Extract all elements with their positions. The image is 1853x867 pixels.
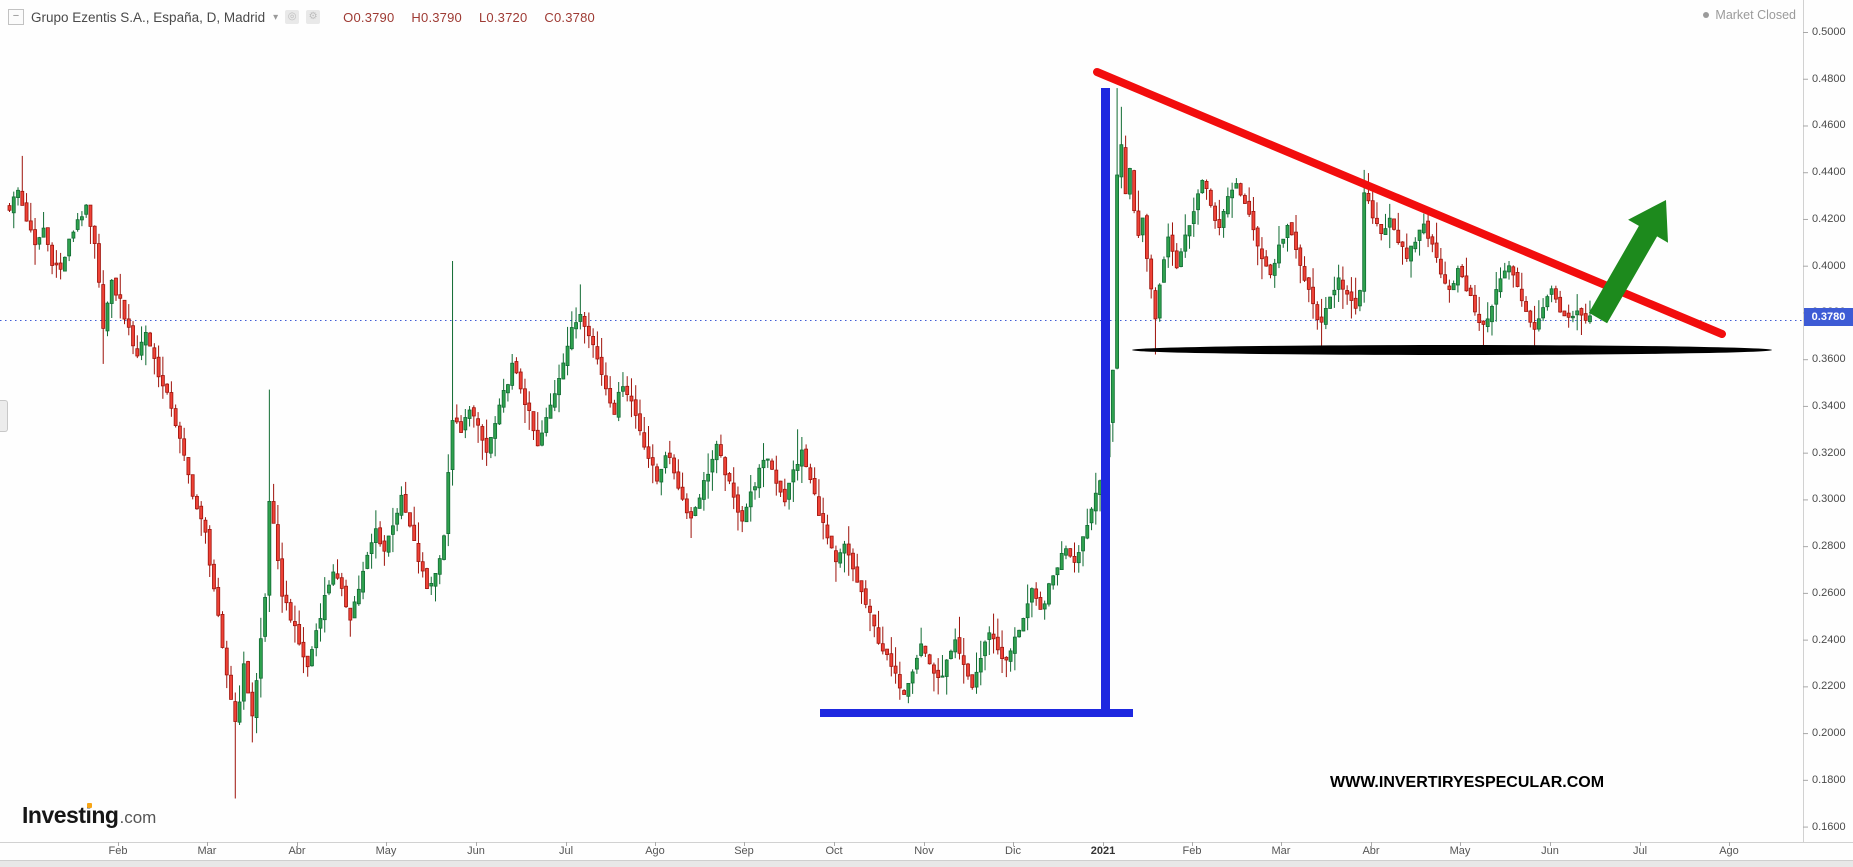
time-axis-label: Ago: [645, 845, 665, 857]
hollow-circle-icon[interactable]: ◎: [285, 10, 300, 24]
time-axis[interactable]: Feb Mar Abr May Jun Jul Ago Sep Oct Nov Dic 2021 Feb…: [0, 842, 1853, 860]
base-ellipse-annotation[interactable]: [1132, 345, 1772, 355]
price-axis-label: 0.3200: [1812, 446, 1846, 459]
watermark-text: WWW.INVERTIRYESPECULAR.COM: [1330, 774, 1605, 791]
price-axis-label: 0.1600: [1812, 820, 1846, 833]
price-axis-label: 0.2000: [1812, 727, 1846, 740]
candles-series: [7, 88, 1592, 799]
ohlc-values: O0.3790 H0.3790 L0.3720 C0.3780: [343, 10, 595, 25]
price-axis-label: 0.3600: [1812, 353, 1846, 366]
time-axis-label: Ago: [1719, 845, 1739, 857]
time-axis-label: May: [375, 845, 397, 857]
price-axis-label: 0.4200: [1812, 212, 1846, 225]
price-axis-label: 0.1800: [1812, 773, 1846, 786]
up-arrow-annotation[interactable]: [1588, 200, 1668, 324]
price-axis-label: 0.4600: [1812, 119, 1846, 132]
status-dot-icon: [1703, 12, 1710, 18]
high-value: H0.3790: [411, 9, 462, 25]
time-axis-label: Nov: [914, 845, 934, 857]
price-axis-label: 0.4800: [1812, 72, 1846, 85]
price-axis[interactable]: 0.50000.48000.46000.44000.42000.40000.38…: [1803, 0, 1853, 842]
time-axis-label: Oct: [825, 845, 843, 857]
time-axis-label: Abr: [1362, 845, 1380, 857]
collapse-legend-button[interactable]: −: [8, 9, 24, 25]
price-axis-label: 0.5000: [1812, 26, 1846, 38]
time-axis-label: Jun: [1541, 845, 1559, 857]
trendline-annotation[interactable]: [1093, 68, 1726, 338]
logo-main-text: Investing: [22, 802, 119, 828]
time-axis-label: Sep: [734, 845, 754, 857]
drawing-panel-handle[interactable]: [0, 400, 8, 432]
price-axis-label: 0.2800: [1812, 540, 1846, 553]
time-axis-label: Jul: [1632, 845, 1648, 857]
market-status-text: Market Closed: [1715, 8, 1796, 22]
logo-accent-dot: [87, 803, 92, 808]
last-price-label: 0.3780: [1804, 308, 1853, 326]
close-value: C0.3780: [544, 9, 595, 25]
support-l-annotation[interactable]: [820, 88, 1133, 717]
low-value: L0.3720: [478, 9, 528, 25]
time-axis-label: Abr: [288, 845, 306, 857]
market-status: Market Closed: [1703, 8, 1796, 22]
price-axis-label: 0.4400: [1812, 166, 1846, 179]
price-axis-label: 0.3000: [1812, 493, 1846, 506]
time-axis-label: Mar: [197, 845, 217, 857]
time-axis-label: Dic: [1005, 845, 1021, 857]
time-axis-label: Feb: [1182, 845, 1202, 857]
open-value: O0.3790: [343, 9, 395, 25]
time-axis-label: Feb: [108, 845, 128, 857]
chevron-down-icon[interactable]: ▾: [273, 11, 279, 23]
logo-suffix-text: .com: [119, 808, 157, 827]
price-axis-label: 0.3400: [1812, 399, 1846, 412]
investing-logo: Investing .com: [22, 802, 156, 829]
time-axis-label: Jun: [467, 845, 485, 857]
price-axis-label: 0.2600: [1812, 586, 1846, 599]
gear-icon[interactable]: ⚙: [306, 10, 321, 24]
time-axis-label: Mar: [1271, 845, 1291, 857]
price-axis-label: 0.4000: [1812, 259, 1846, 272]
price-axis-label: 0.2400: [1812, 633, 1846, 646]
symbol-title[interactable]: Grupo Ezentis S.A., España, D, Madrid: [31, 9, 266, 25]
time-axis-label: Jul: [558, 845, 574, 857]
price-axis-label: 0.2200: [1812, 680, 1846, 693]
bottom-strip: [0, 860, 1853, 867]
time-axis-label: May: [1449, 845, 1471, 857]
time-axis-label: 2021: [1090, 845, 1116, 857]
chart-legend: − Grupo Ezentis S.A., España, D, Madrid …: [8, 9, 595, 25]
